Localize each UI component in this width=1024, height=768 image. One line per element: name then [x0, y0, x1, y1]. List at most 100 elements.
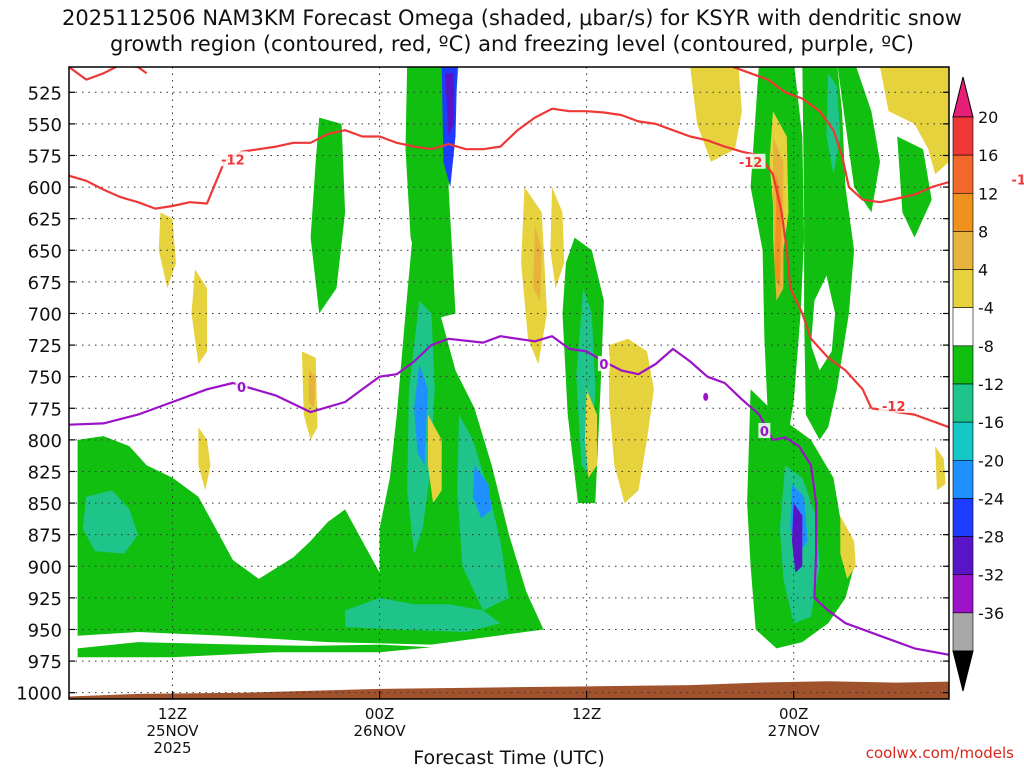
colorbar-legend: 20 16 12 8 4 -4 -8 -12 -16 -20 -24 -28 -32 -36 — [952, 76, 1004, 692]
y-tick-label: 675 — [28, 273, 62, 294]
omega-region-neg12 — [826, 73, 841, 175]
omega-region-neg24 — [445, 73, 454, 137]
y-tick-label: 850 — [28, 494, 62, 515]
freezing-level-blob — [703, 392, 709, 401]
omega-region-4 — [198, 427, 211, 491]
freezing-level-line — [69, 335, 949, 656]
y-tick-label: 1000 — [16, 684, 62, 705]
colorbar-swatch — [952, 536, 974, 576]
omega-region-4 — [427, 414, 442, 504]
dgz-contour-label: -12 — [739, 156, 763, 171]
y-tick-label: 550 — [28, 115, 62, 136]
plot-frame — [68, 66, 950, 700]
colorbar-label: 8 — [978, 222, 988, 241]
colorbar-swatch — [952, 154, 974, 194]
omega-region-neg8 — [837, 67, 880, 213]
y-tick-label: 775 — [28, 399, 62, 420]
colorbar-label: -4 — [978, 299, 994, 318]
colorbar-label: -36 — [978, 604, 1004, 623]
x-tick-year: 2025 — [153, 739, 191, 757]
omega-region-4 — [550, 187, 565, 289]
colorbar-swatch — [952, 421, 974, 461]
contour-labels: -12 -12 -12 -18 0 0 0 — [217, 151, 1024, 440]
credit-link[interactable]: coolwx.com/models — [865, 744, 1014, 762]
colorbar-label: 16 — [978, 146, 998, 165]
colorbar-label: 12 — [978, 184, 998, 203]
x-tick-label: 00Z — [779, 705, 808, 723]
dgz-contour-line — [69, 107, 873, 409]
dgz-label-bg — [735, 153, 766, 169]
x-tick-label: 12Z — [572, 705, 601, 723]
y-tick-label: 650 — [28, 241, 62, 262]
colorbar-label: -32 — [978, 566, 1004, 585]
colorbar-swatch — [952, 231, 974, 270]
omega-region-neg8 — [310, 117, 346, 314]
dgz-label-bg — [1008, 171, 1024, 187]
omega-region-4 — [584, 389, 597, 478]
colorbar-swatch — [952, 459, 974, 499]
freezing-contour-label: 0 — [760, 425, 769, 440]
dgz-contour-label: -18 — [1011, 173, 1024, 188]
colorbar-label: -24 — [978, 489, 1004, 508]
x-tick-date: 26NOV — [354, 722, 407, 740]
y-tick-label: 950 — [28, 620, 62, 641]
freezing-label-bg — [597, 356, 610, 372]
freezing-contour-label: 0 — [599, 358, 608, 373]
colorbar-swatch — [952, 383, 974, 423]
y-tick-label: 750 — [28, 368, 62, 389]
y-tick-label: 800 — [28, 431, 62, 452]
omega-region-neg8 — [77, 642, 432, 658]
y-tick-label: 625 — [28, 210, 62, 231]
omega-region-neg16 — [472, 465, 492, 519]
omega-region-neg12 — [82, 490, 138, 554]
chart-title-line2: growth region (contoured, red, ºC) and f… — [110, 32, 914, 56]
y-tick-label: 725 — [28, 336, 62, 357]
omega-region-4 — [191, 269, 207, 364]
y-axis: 525 550 575 600 625 650 675 700 725 750 775 800 825 8… — [16, 83, 949, 705]
colorbar-swatch — [952, 307, 974, 347]
y-tick-label: 700 — [28, 304, 62, 325]
dgz-contour-label: -12 — [221, 153, 245, 168]
colorbar-label: -8 — [978, 337, 994, 356]
omega-region-neg8 — [987, 351, 1011, 452]
x-tick-date: 27NOV — [768, 722, 821, 740]
omega-region-4 — [923, 130, 949, 175]
omega-region-4 — [609, 338, 654, 504]
contour-lines — [69, 67, 1024, 656]
y-tick-label: 975 — [28, 652, 62, 673]
x-tick-label: 00Z — [365, 705, 394, 723]
dgz-contour-line — [732, 67, 949, 204]
colorbar-swatch — [952, 612, 974, 652]
colorbar-label: -16 — [978, 413, 1004, 432]
colorbar-bottom-arrow — [952, 650, 974, 692]
y-tick-label: 525 — [28, 83, 62, 104]
colorbar-label: 4 — [978, 261, 988, 280]
colorbar-label: -12 — [978, 375, 1004, 394]
dgz-contour-line — [69, 67, 148, 81]
colorbar-swatch — [952, 345, 974, 385]
colorbar-swatch — [952, 269, 974, 309]
omega-region-8 — [533, 225, 542, 301]
y-tick-label: 875 — [28, 526, 62, 547]
colorbar-swatch — [952, 116, 974, 156]
colorbar-swatch — [952, 192, 974, 232]
colorbar-label: -20 — [978, 451, 1004, 470]
colorbar-swatch — [952, 574, 974, 614]
omega-region-4 — [690, 67, 742, 162]
omega-region-neg16 — [414, 364, 428, 466]
x-tick-date: 25NOV — [146, 722, 199, 740]
dgz-contour-label: -12 — [882, 400, 906, 415]
x-axis-label: Forecast Time (UTC) — [413, 747, 604, 768]
colorbar-top-arrow — [952, 76, 974, 118]
freezing-contour-label: 0 — [237, 381, 246, 396]
freezing-label-bg — [758, 423, 771, 439]
omega-shading — [77, 67, 1011, 658]
dgz-label-bg — [217, 151, 248, 167]
chart-title-line1: 2025112506 NAM3KM Forecast Omega (shaded… — [62, 6, 962, 30]
dgz-contour-line — [1018, 183, 1024, 336]
dgz-contour-line — [871, 407, 949, 429]
omega-region-neg12 — [345, 597, 501, 632]
colorbar-swatch — [952, 498, 974, 537]
